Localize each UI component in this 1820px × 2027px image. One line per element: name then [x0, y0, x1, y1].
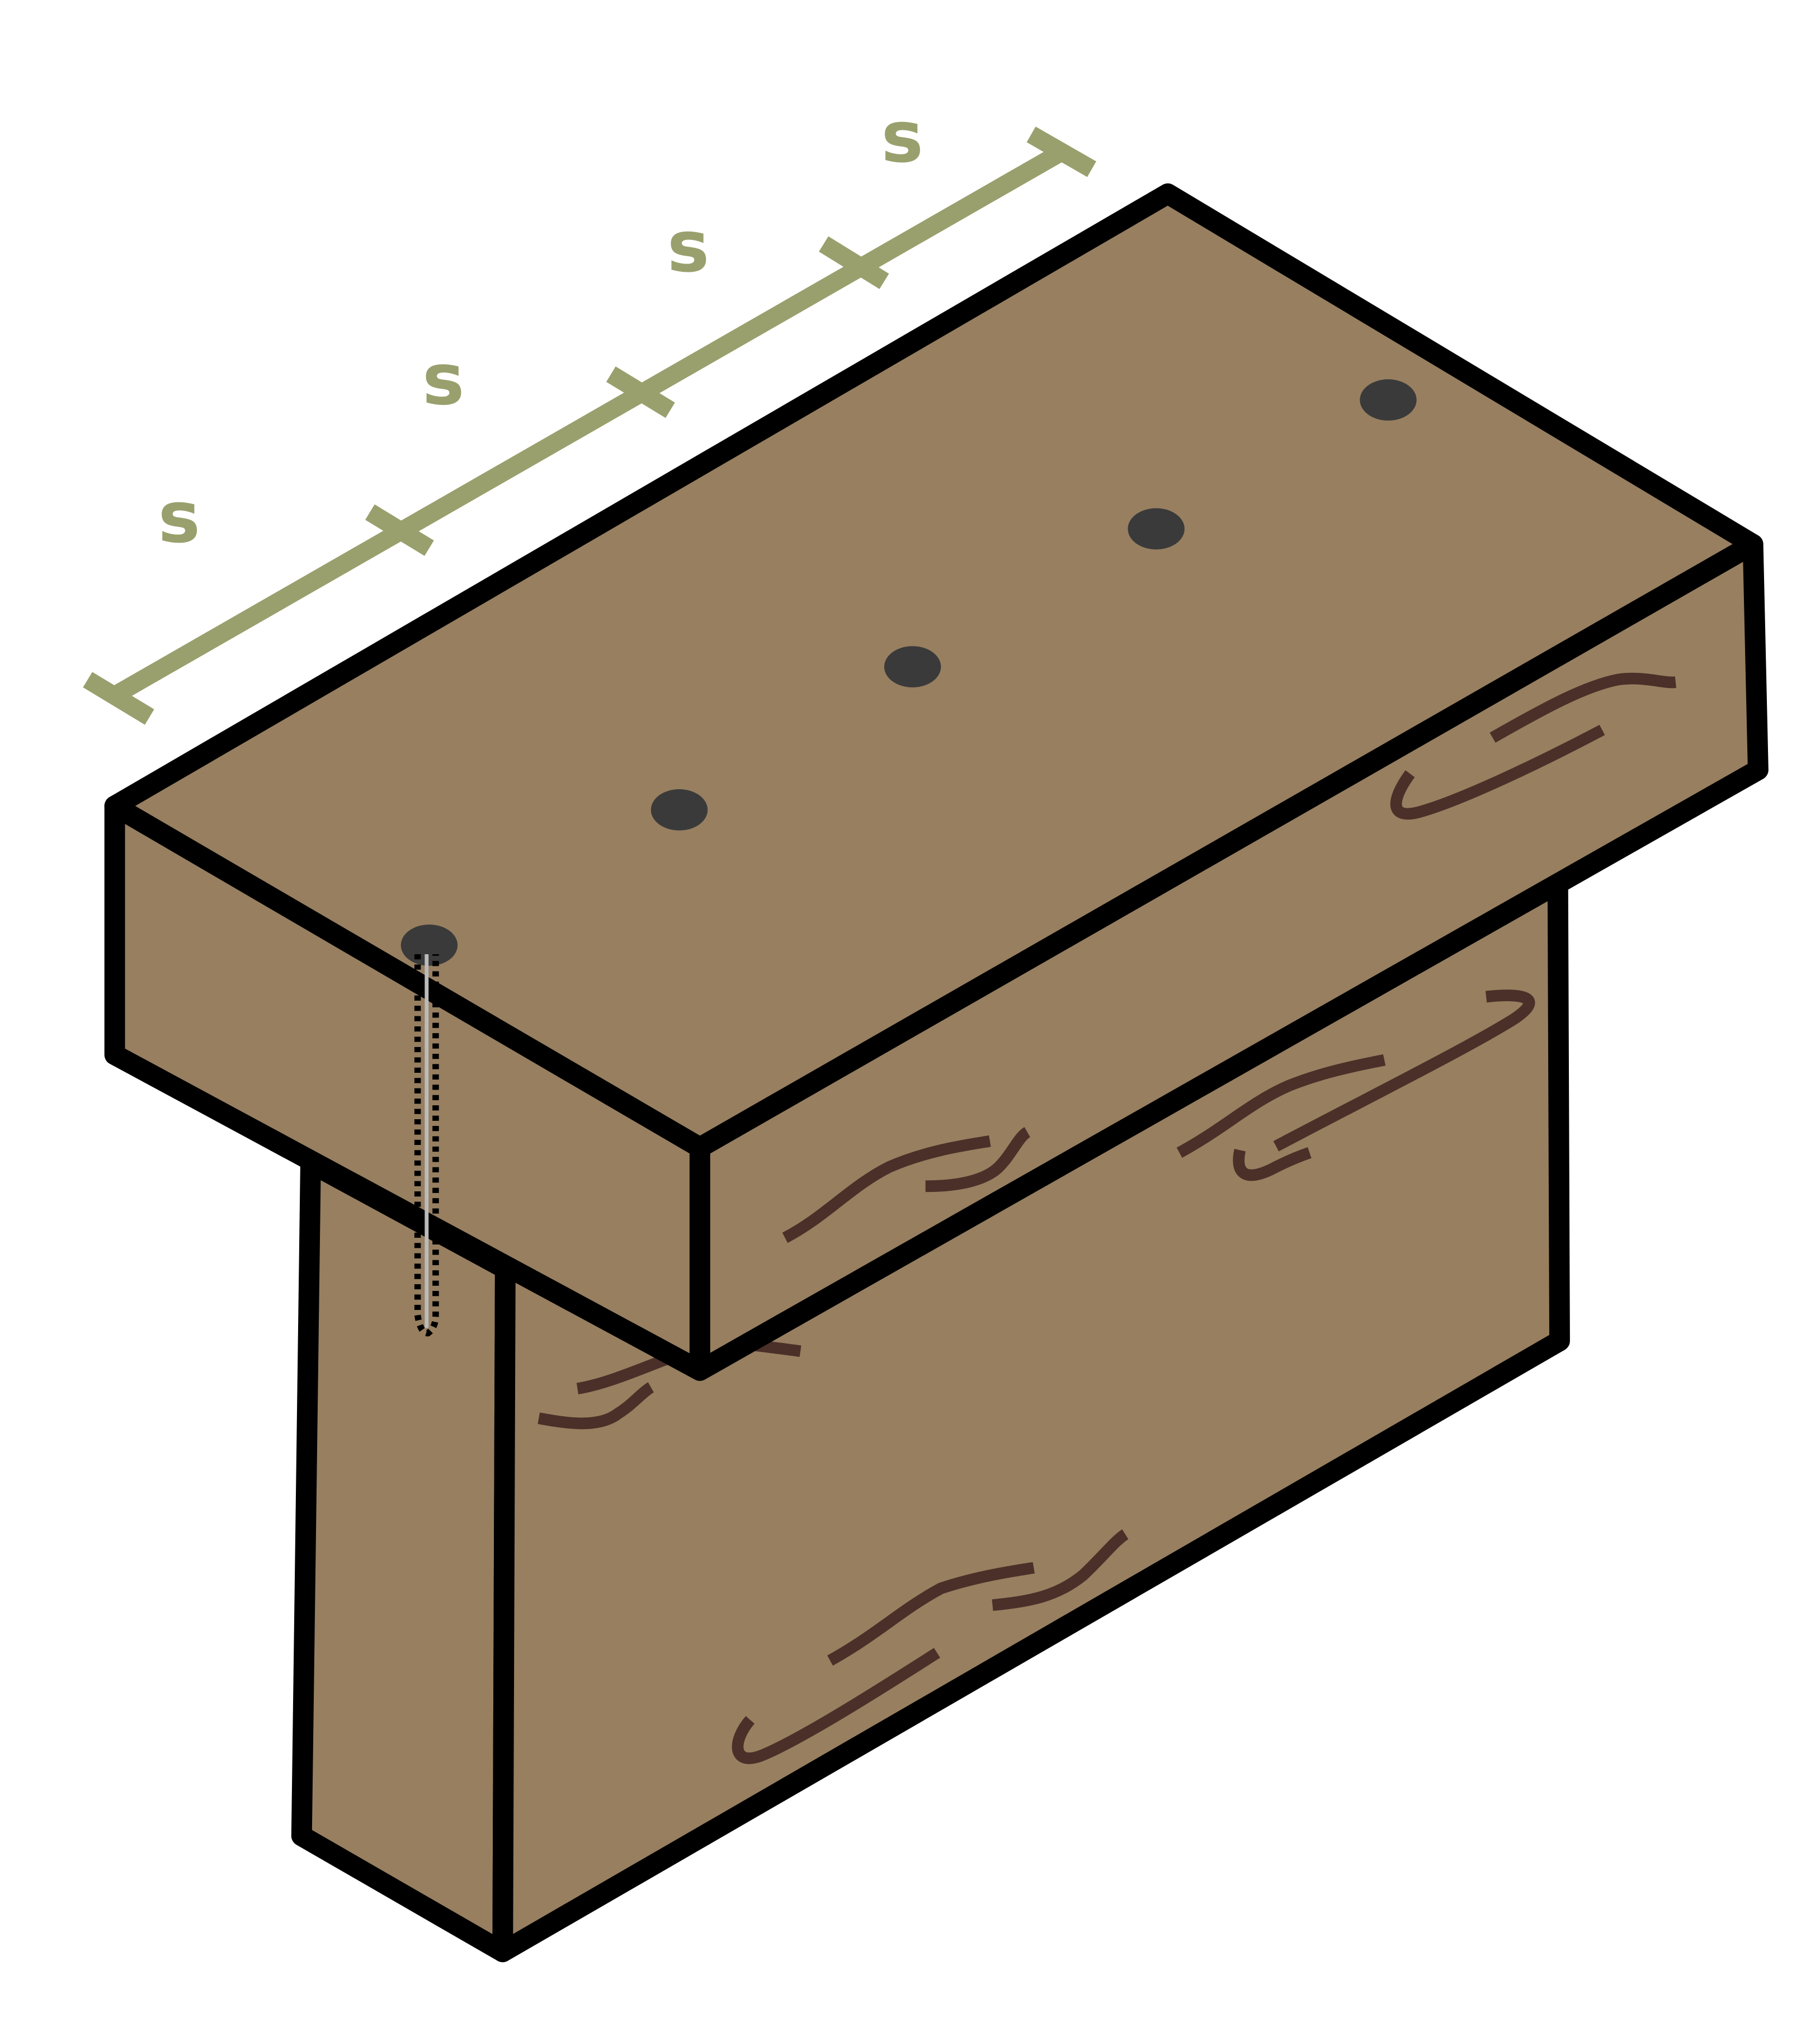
dimension-tick: [1026, 126, 1096, 177]
top-board-side-face: [689, 534, 1769, 1381]
dimension-tick: [606, 366, 675, 418]
lower-board-end-face: [291, 1152, 516, 1963]
spacing-label: s: [881, 96, 923, 178]
hidden-nail-shank: [414, 954, 439, 1337]
dimension-tick: [365, 504, 434, 556]
nail-icon: [650, 789, 708, 831]
dimension-line: [112, 144, 1065, 702]
spacing-label: s: [422, 338, 464, 421]
nail-icon: [1360, 379, 1417, 421]
spacing-dimension: s s s s: [83, 96, 1096, 725]
dimension-tick: [83, 672, 154, 725]
nail-icon: [1128, 508, 1185, 550]
spacing-label: s: [667, 205, 709, 288]
nails: [400, 379, 1417, 966]
nail-icon: [400, 924, 458, 966]
dimension-tick: [819, 236, 889, 289]
nail-icon: [884, 646, 941, 687]
spacing-label: s: [158, 476, 200, 559]
top-board-grain: [782, 672, 1676, 1243]
